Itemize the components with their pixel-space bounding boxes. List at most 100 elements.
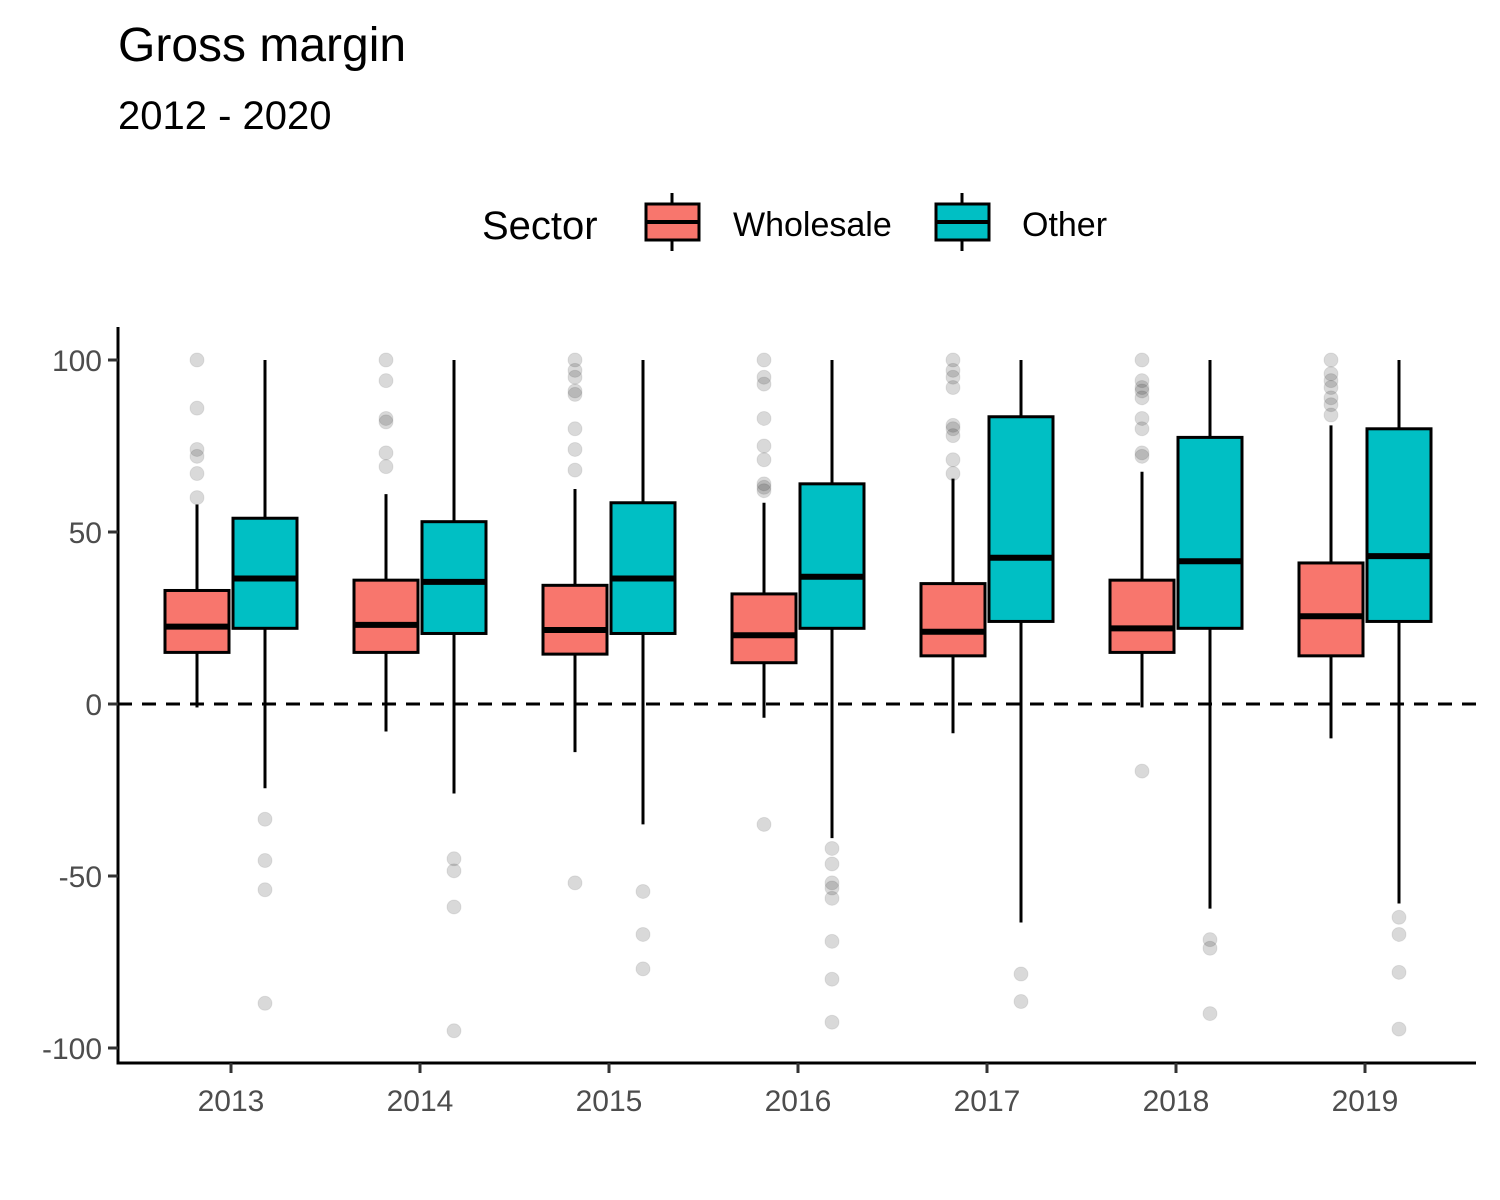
box-wholesale	[1108, 578, 1176, 654]
outlier-point-wholesale	[567, 383, 583, 399]
box-wholesale	[352, 578, 420, 654]
box-other	[231, 516, 299, 630]
outlier-point-wholesale	[567, 441, 583, 457]
outlier-point-wholesale	[756, 410, 772, 426]
x-tick-label: 2016	[765, 1085, 832, 1118]
outlier-point-wholesale	[378, 410, 394, 426]
outlier-point-other	[257, 995, 273, 1011]
x-tick-label: 2013	[198, 1085, 265, 1118]
outlier-point-wholesale	[1134, 445, 1150, 461]
outlier-point-wholesale	[567, 362, 583, 378]
outlier-point-wholesale	[945, 352, 961, 368]
outlier-point-wholesale	[945, 417, 961, 433]
outlier-point-other	[635, 883, 651, 899]
box-other	[420, 520, 488, 635]
chart-title: Gross margin	[118, 19, 407, 72]
outlier-point-wholesale	[567, 386, 583, 402]
outlier-point-wholesale	[756, 376, 772, 392]
y-tick-label: -50	[59, 861, 102, 894]
outlier-point-wholesale	[945, 452, 961, 468]
outlier-point-other	[446, 1023, 462, 1039]
outlier-point-wholesale	[756, 452, 772, 468]
outlier-point-wholesale	[1323, 366, 1339, 382]
outlier-point-wholesale	[567, 369, 583, 385]
outlier-point-wholesale	[945, 369, 961, 385]
outlier-point-wholesale	[756, 369, 772, 385]
x-tick-label: 2015	[576, 1085, 643, 1118]
outlier-point-other	[257, 882, 273, 898]
outlier-point-wholesale	[1323, 380, 1339, 396]
outlier-point-wholesale	[1134, 410, 1150, 426]
outlier-point-wholesale	[189, 448, 205, 464]
outlier-point-wholesale	[945, 466, 961, 482]
legend-label-wholesale: Wholesale	[733, 206, 892, 244]
box-other	[1176, 435, 1244, 630]
outlier-point-other	[257, 811, 273, 827]
outlier-point-other	[635, 926, 651, 942]
outlier-point-wholesale	[1323, 407, 1339, 423]
outlier-point-wholesale	[567, 462, 583, 478]
outlier-point-other	[1202, 932, 1218, 948]
outlier-point-wholesale	[189, 466, 205, 482]
outlier-point-other	[824, 880, 840, 896]
x-tick-label: 2018	[1143, 1085, 1210, 1118]
outlier-point-wholesale	[756, 352, 772, 368]
box-wholesale	[1297, 561, 1365, 658]
outlier-point-other	[824, 890, 840, 906]
outlier-point-other	[635, 961, 651, 977]
outlier-point-wholesale	[945, 380, 961, 396]
outlier-point-wholesale	[378, 373, 394, 389]
outlier-point-other	[824, 933, 840, 949]
outlier-point-wholesale	[1134, 390, 1150, 406]
outlier-point-other	[824, 971, 840, 987]
outlier-point-wholesale	[1323, 373, 1339, 389]
x-tick-label: 2014	[387, 1085, 454, 1118]
outlier-point-other	[1202, 940, 1218, 956]
outlier-point-wholesale	[1134, 421, 1150, 437]
box-wholesale	[730, 592, 798, 665]
box-wholesale	[541, 583, 609, 656]
plot-area: 100 50 0 -50 -100 2013 2014 2015 2016 2017 2018 201…	[42, 327, 1476, 1118]
outlier-point-wholesale	[189, 400, 205, 416]
outlier-point-wholesale	[189, 441, 205, 457]
outlier-point-other	[1013, 966, 1029, 982]
outlier-point-wholesale	[378, 352, 394, 368]
outlier-point-wholesale	[1134, 383, 1150, 399]
outlier-point-wholesale	[1134, 352, 1150, 368]
outlier-point-other	[1391, 909, 1407, 925]
chart-subtitle: 2012 - 2020	[118, 94, 332, 138]
outlier-point-other	[824, 840, 840, 856]
outlier-point-wholesale	[189, 490, 205, 506]
box-other	[798, 482, 866, 630]
outlier-point-other	[446, 899, 462, 915]
outlier-point-wholesale	[1323, 390, 1339, 406]
outlier-point-other	[824, 875, 840, 891]
box-other	[609, 501, 677, 635]
outlier-point-wholesale	[1134, 373, 1150, 389]
box-other	[1365, 427, 1433, 623]
outlier-point-wholesale	[756, 479, 772, 495]
outlier-point-wholesale	[756, 476, 772, 492]
outlier-point-other	[824, 856, 840, 872]
outlier-point-other	[446, 863, 462, 879]
y-tick-label: 0	[85, 689, 102, 722]
outlier-point-wholesale	[756, 483, 772, 499]
outlier-point-wholesale	[189, 352, 205, 368]
outlier-point-wholesale	[1323, 352, 1339, 368]
legend-key-other	[934, 193, 991, 251]
outlier-point-wholesale	[1134, 763, 1150, 779]
y-tick-label: 100	[52, 345, 102, 378]
outlier-point-wholesale	[945, 428, 961, 444]
outlier-point-wholesale	[378, 445, 394, 461]
outlier-point-wholesale	[378, 459, 394, 475]
outlier-point-other	[1013, 994, 1029, 1010]
outlier-point-wholesale	[1134, 448, 1150, 464]
outlier-point-wholesale	[945, 421, 961, 437]
outlier-point-wholesale	[567, 875, 583, 891]
outlier-point-other	[824, 1014, 840, 1030]
outlier-point-wholesale	[567, 421, 583, 437]
outlier-point-wholesale	[756, 438, 772, 454]
outlier-point-wholesale	[945, 362, 961, 378]
x-tick-label: 2017	[954, 1085, 1021, 1118]
